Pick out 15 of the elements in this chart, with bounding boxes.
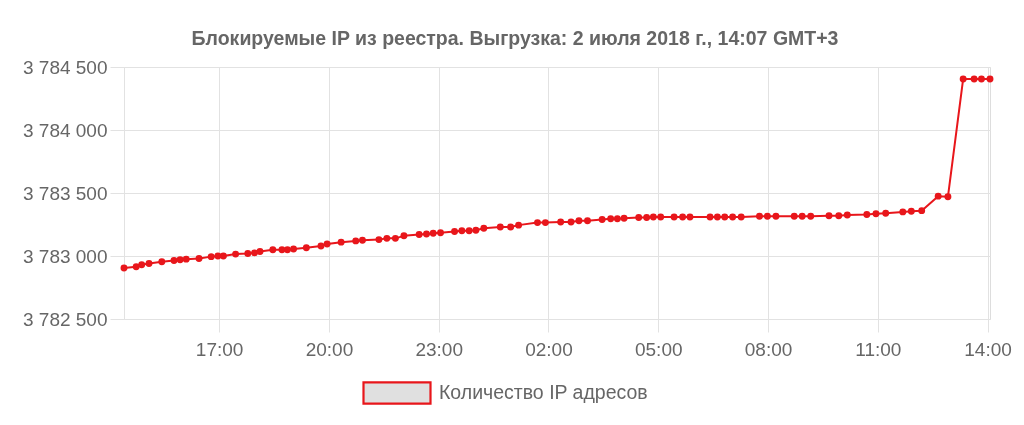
y-tick-label: 3 782 500 <box>22 308 108 330</box>
y-tick-label: 3 784 000 <box>22 119 108 141</box>
y-tick-label: 3 783 500 <box>22 182 108 204</box>
x-tick-label: 17:00 <box>195 338 244 360</box>
x-tick-label: 20:00 <box>305 338 354 360</box>
y-tick-label: 3 783 000 <box>22 245 108 267</box>
legend-label: Количество IP адресов <box>439 381 648 403</box>
x-tick-label: 08:00 <box>744 338 793 360</box>
x-tick-label: 02:00 <box>525 338 573 360</box>
x-tick-label: 14:00 <box>964 338 1012 360</box>
x-tick-label: 05:00 <box>634 338 683 360</box>
y-tick-label: 3 784 500 <box>22 56 108 78</box>
x-tick-label: 11:00 <box>855 338 902 360</box>
x-tick-label: 23:00 <box>415 338 463 360</box>
chart-title: Блокируемые IP из реестра. Выгрузка: 2 июля 2018 г., 14:07 GMT+3 <box>191 26 839 49</box>
